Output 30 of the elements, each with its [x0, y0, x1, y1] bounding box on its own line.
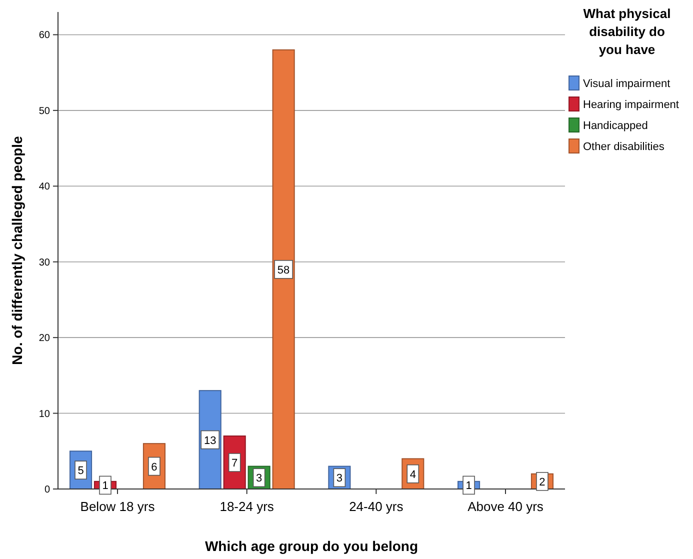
x-axis-title: Which age group do you belong: [204, 538, 418, 554]
y-tick-label: 0: [44, 484, 50, 496]
legend-label: Visual impairment: [583, 78, 670, 90]
y-tick-label: 40: [38, 182, 50, 193]
x-tick-label: 18-24 yrs: [220, 499, 274, 514]
data-label: 58: [277, 264, 290, 276]
data-label: 13: [204, 434, 216, 447]
data-label: 3: [256, 472, 262, 485]
legend-label: Other disabilities: [583, 141, 665, 153]
data-label: 4: [410, 468, 416, 481]
y-tick-label: 30: [38, 257, 50, 268]
data-label: 2: [539, 476, 546, 488]
data-label: 3: [336, 472, 342, 485]
x-tick-label: Below 18 yrs: [80, 499, 156, 514]
bar: [272, 49, 295, 490]
x-tick-label: Above 40 yrs: [468, 499, 544, 514]
legend-label: Handicapped: [583, 120, 648, 132]
y-tick-label: 10: [38, 408, 50, 420]
y-tick-label: 50: [38, 106, 50, 117]
legend-title: What physical disability do you have: [583, 6, 671, 57]
data-label: 7: [232, 458, 238, 470]
y-axis-title: No. of differently challeged people: [9, 136, 25, 365]
data-label: 1: [466, 480, 472, 492]
y-tick-label: 20: [38, 333, 50, 344]
data-label: 6: [151, 461, 158, 474]
y-tick-label: 60: [38, 30, 50, 42]
data-label: 1: [102, 480, 108, 492]
data-label: 5: [78, 465, 84, 478]
x-tick-label: 24-40 yrs: [349, 499, 404, 514]
legend-label: Hearing impairment: [583, 99, 679, 111]
